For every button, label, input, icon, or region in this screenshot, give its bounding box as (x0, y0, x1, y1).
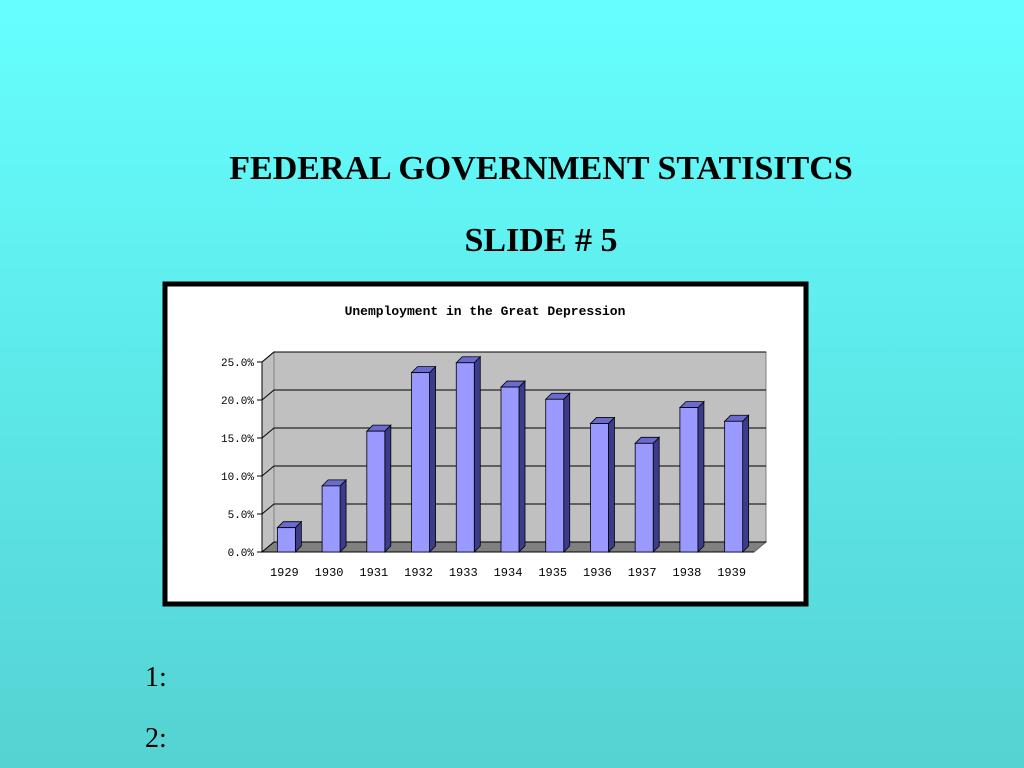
bar-side (339, 478, 347, 553)
x-tick-label: 1935 (538, 566, 567, 580)
x-tick-label: 1931 (359, 566, 388, 580)
list-item: 1: (145, 662, 167, 693)
bar (500, 386, 520, 553)
chart-title: Unemployment in the Great Depression (345, 304, 626, 319)
bar-side (384, 424, 392, 553)
y-tick-label: 20.0% (221, 396, 254, 408)
y-tick-label: 25.0% (221, 358, 254, 370)
bar-side (518, 380, 526, 553)
bar-side (563, 392, 571, 553)
bar-side (742, 414, 750, 553)
slide-title: FEDERAL GOVERNMENT STATISITCS (229, 150, 853, 187)
bar (590, 423, 609, 553)
bar-side (697, 400, 705, 553)
slide-subtitle: SLIDE # 5 (464, 222, 617, 259)
bar (321, 485, 341, 553)
bar-side (652, 436, 660, 553)
bar (455, 362, 475, 553)
bar (679, 407, 699, 553)
grid-line (261, 351, 766, 363)
y-tick-label: 15.0% (221, 434, 254, 446)
bar (634, 442, 654, 553)
list-item: 2: (145, 723, 167, 754)
bar (411, 372, 430, 553)
x-tick-label: 1934 (494, 566, 523, 580)
x-tick-label: 1938 (673, 566, 702, 580)
bar (366, 430, 386, 553)
y-tick-label: 5.0% (228, 510, 255, 522)
bar (276, 527, 296, 553)
x-tick-label: 1930 (315, 566, 344, 580)
bar-side (429, 365, 436, 553)
y-tick-label: 10.0% (221, 472, 254, 484)
chart: 0.0% 5.0% 10.0% 15.0% 20.0% 25.0% 1929 1930 1931… (221, 350, 768, 580)
y-tick-label: 0.0% (228, 548, 255, 560)
x-tick-label: 1929 (270, 566, 299, 580)
bar (724, 420, 744, 553)
bar-side (473, 355, 481, 553)
x-tick-label: 1939 (717, 566, 746, 580)
grid-line (261, 389, 766, 401)
x-tick-label: 1936 (583, 566, 612, 580)
x-tick-label: 1932 (404, 566, 433, 580)
x-tick-label: 1933 (449, 566, 478, 580)
bar (545, 398, 565, 553)
x-tick-label: 1937 (628, 566, 657, 580)
side-wall (261, 350, 275, 554)
bar-side (608, 416, 615, 553)
